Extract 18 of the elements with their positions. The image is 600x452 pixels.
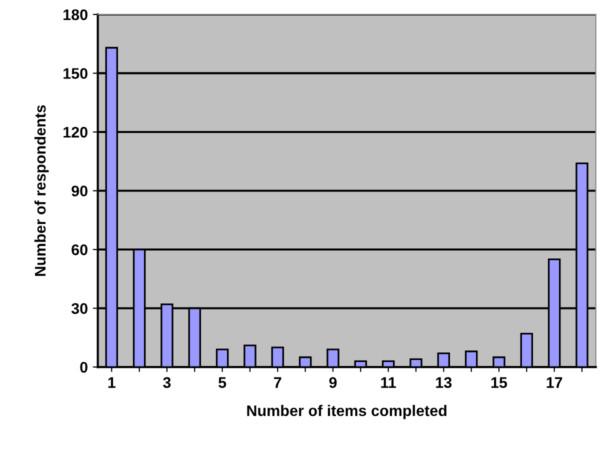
x-axis-title: Number of items completed [247, 404, 446, 420]
x-tick-label: 5 [218, 377, 226, 388]
x-tick-label: 15 [491, 377, 508, 388]
y-tick-label: 180 [64, 9, 88, 20]
x-tick-label: 3 [163, 377, 171, 388]
y-axis-title: Number of respondents [34, 105, 49, 276]
x-tick-label: 11 [381, 377, 396, 388]
y-tick-label: 150 [64, 68, 88, 79]
x-tick-label: 9 [329, 377, 337, 388]
x-tick-label: 7 [274, 377, 282, 388]
y-tick-label: 90 [72, 186, 88, 196]
y-tick-label: 60 [72, 244, 88, 256]
y-tick-label: 120 [64, 126, 88, 138]
x-tick-label: 17 [546, 377, 562, 388]
x-tick-label: 1 [108, 377, 116, 388]
x-tick-label: 13 [436, 377, 452, 388]
y-tick-label: 0 [80, 362, 88, 373]
y-tick-label: 30 [71, 303, 88, 314]
